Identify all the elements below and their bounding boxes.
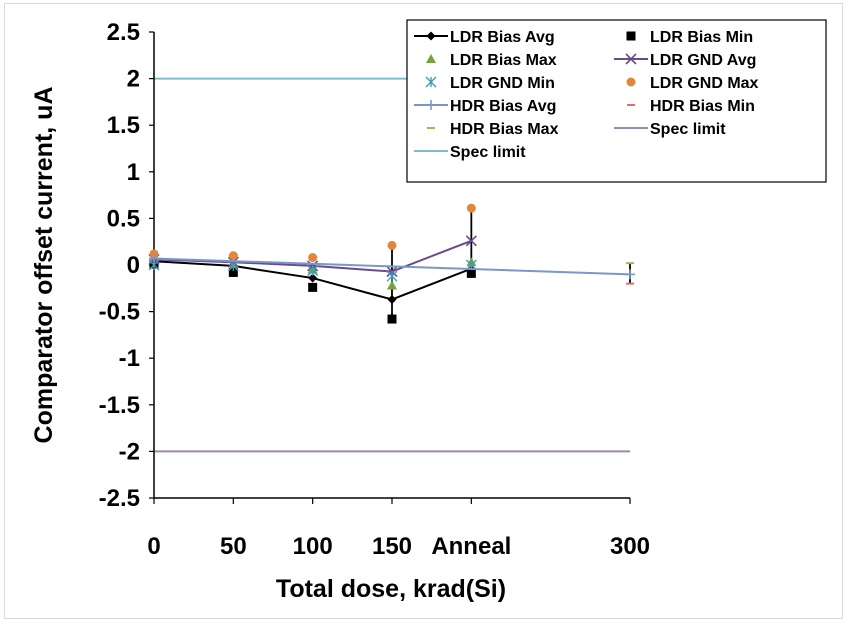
- point-ldr-gnd-max: [308, 253, 318, 263]
- point-ldr-gnd-avg: [465, 235, 477, 247]
- x-tick-label: 300: [610, 533, 650, 560]
- legend-item-ldr-bias-max: LDR Bias Max: [426, 52, 557, 69]
- point-ldr-bias-avg: [308, 273, 318, 283]
- point-ldr-bias-max: [387, 280, 397, 290]
- legend-label: LDR GND Max: [650, 75, 759, 92]
- legend-swatch-marker: [426, 31, 436, 41]
- legend-label: LDR Bias Max: [450, 52, 557, 69]
- legend-box: [406, 19, 827, 183]
- y-tick-label: 2.5: [107, 19, 140, 46]
- y-tick-label: 0: [127, 252, 140, 279]
- point-ldr-bias-min: [387, 314, 397, 324]
- y-tick-label: 1.5: [107, 112, 140, 139]
- x-tick-label: 50: [220, 533, 247, 560]
- point-hdr-bias-avg: [149, 253, 159, 264]
- legend-item-spec-limit: Spec limit: [614, 121, 726, 138]
- chart-frame: [4, 3, 843, 619]
- y-tick-label: -1.5: [99, 392, 140, 419]
- legend-swatch-marker: [625, 53, 637, 65]
- legend-item-hdr-bias-min: HDR Bias Min: [627, 98, 755, 115]
- legend-item-ldr-gnd-max: LDR GND Max: [626, 75, 759, 92]
- legend-swatch-marker: [426, 54, 436, 63]
- y-tick-label: -2.5: [99, 485, 140, 512]
- y-ticks: 2.5 2 1.5 1 0.5 0 -0.5 -1 -1.5 -2 -2.5: [99, 19, 154, 512]
- series-ldr-gnd-max: [149, 203, 476, 263]
- legend-item-ldr-bias-min: LDR Bias Min: [626, 29, 753, 46]
- point-ldr-bias-min: [308, 282, 318, 292]
- legend-label: Spec limit: [650, 121, 726, 138]
- point-ldr-gnd-max: [228, 251, 238, 261]
- point-ldr-gnd-max: [387, 240, 397, 250]
- point-ldr-bias-avg: [387, 294, 397, 304]
- x-tick-label: Anneal: [431, 533, 511, 560]
- point-ldr-gnd-min: [227, 260, 239, 272]
- legend-label: HDR Bias Min: [650, 98, 755, 115]
- y-tick-label: 0.5: [107, 205, 140, 232]
- legend-label: LDR Bias Min: [650, 29, 753, 46]
- point-ldr-gnd-max: [466, 203, 476, 213]
- legend-swatch-marker: [626, 31, 636, 41]
- legend-item-ldr-bias-avg: LDR Bias Avg: [414, 29, 555, 46]
- point-ldr-gnd-min: [386, 270, 398, 282]
- y-tick-label: -1: [119, 345, 140, 372]
- legend-swatch-marker: [425, 76, 437, 88]
- point-ldr-bias-min: [466, 268, 476, 278]
- legend-label: HDR Bias Avg: [450, 98, 556, 115]
- legend-swatch-marker: [426, 100, 436, 110]
- legend-label: LDR GND Min: [450, 75, 555, 92]
- legend-item-hdr-bias-max: HDR Bias Max: [427, 121, 559, 138]
- point-hdr-bias-avg: [625, 269, 635, 280]
- legend-label: Spec limit: [450, 144, 526, 161]
- y-tick-label: -2: [119, 438, 140, 465]
- series-line-hdr-bias-avg: [153, 257, 631, 276]
- x-ticks: 0 50 100 150 Anneal 300: [147, 498, 650, 560]
- series-hdr-bias-avg: [149, 253, 635, 280]
- legend-item-spec-limit: Spec limit: [414, 144, 526, 161]
- x-tick-label: 100: [293, 533, 333, 560]
- series-ldr-gnd-min: [148, 259, 477, 282]
- x-tick-label: 0: [147, 533, 160, 560]
- legend-item-ldr-gnd-min: LDR GND Min: [425, 75, 555, 92]
- legend-swatch-marker: [626, 77, 636, 87]
- legend-label: HDR Bias Max: [450, 121, 559, 138]
- y-axis-title: Comparator offset current, uA: [30, 87, 58, 444]
- legend: LDR Bias Avg LDR Bias Min LDR Bias Max LDR …: [406, 19, 827, 183]
- error-bars: [391, 208, 631, 320]
- legend-item-ldr-gnd-avg: LDR GND Avg: [614, 52, 756, 69]
- legend-item-hdr-bias-avg: HDR Bias Avg: [414, 98, 556, 115]
- legend-label: LDR GND Avg: [650, 52, 756, 69]
- series: [148, 203, 635, 324]
- point-ldr-gnd-min: [307, 265, 319, 277]
- y-tick-label: 2: [127, 66, 140, 93]
- legend-label: LDR Bias Avg: [450, 29, 555, 46]
- y-tick-label: 1: [127, 159, 140, 186]
- point-ldr-bias-min: [228, 267, 238, 277]
- y-tick-label: -0.5: [99, 299, 140, 326]
- x-tick-label: 150: [372, 533, 412, 560]
- x-axis-title: Total dose, krad(Si): [276, 575, 506, 603]
